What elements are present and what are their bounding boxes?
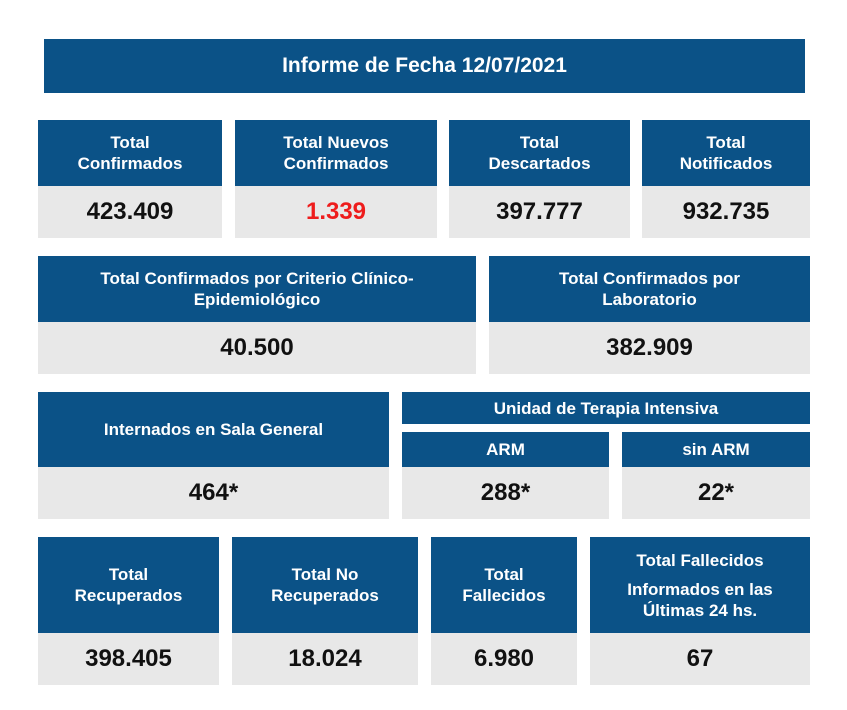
card-value: 288* <box>402 467 609 519</box>
card-label: Recuperados <box>74 586 183 605</box>
card-header: Unidad de Terapia Intensiva <box>402 392 810 424</box>
card-label: Recuperados <box>271 586 379 605</box>
card-value: 6.980 <box>431 633 577 685</box>
card-confirmados-laboratorio: Total Confirmados por Laboratorio 382.90… <box>489 256 810 374</box>
card-arm: ARM 288* <box>402 432 609 519</box>
card-header: Total No Recuperados <box>232 537 418 633</box>
card-label: Epidemiológico <box>193 290 321 309</box>
card-label: Total <box>484 565 524 584</box>
card-label: Notificados <box>679 154 773 173</box>
card-total-confirmados: Total Confirmados 423.409 <box>38 120 222 238</box>
card-value: 67 <box>590 633 810 685</box>
card-header: sin ARM <box>622 432 810 467</box>
card-label: Fallecidos <box>462 586 546 605</box>
card-header: Total Descartados <box>449 120 630 186</box>
card-label: Total Fallecidos <box>636 550 764 570</box>
card-label: Total <box>110 133 150 152</box>
card-label: sin ARM <box>682 440 750 459</box>
card-header: ARM <box>402 432 609 467</box>
card-header: Total Nuevos Confirmados <box>235 120 437 186</box>
card-value: 382.909 <box>489 322 810 374</box>
card-header: Total Fallecidos <box>431 537 577 633</box>
card-label: Internados en Sala General <box>103 420 324 439</box>
report-title: Informe de Fecha 12/07/2021 <box>44 39 805 93</box>
card-label: Total Nuevos <box>283 133 389 152</box>
card-value: 423.409 <box>38 186 222 238</box>
card-header: Total Notificados <box>642 120 810 186</box>
card-header: Total Confirmados <box>38 120 222 186</box>
uti-header: Unidad de Terapia Intensiva <box>402 392 810 424</box>
card-value: 398.405 <box>38 633 219 685</box>
card-label: Confirmados <box>77 154 183 173</box>
card-sin-arm: sin ARM 22* <box>622 432 810 519</box>
card-value: 397.777 <box>449 186 630 238</box>
card-header: Total Fallecidos Informados en las Últim… <box>590 537 810 633</box>
card-value: 40.500 <box>38 322 476 374</box>
card-header: Total Recuperados <box>38 537 219 633</box>
card-value: 464* <box>38 467 389 519</box>
card-confirmados-criterio-clinico: Total Confirmados por Criterio Clínico- … <box>38 256 476 374</box>
card-header: Total Confirmados por Laboratorio <box>489 256 810 322</box>
card-total-no-recuperados: Total No Recuperados 18.024 <box>232 537 418 685</box>
card-label: Total <box>108 565 149 584</box>
card-label: Total Confirmados por <box>558 269 740 288</box>
card-label: Descartados <box>488 154 591 173</box>
card-value: 18.024 <box>232 633 418 685</box>
card-label: Total Confirmados por Criterio Clínico- <box>100 269 414 288</box>
card-fallecidos-ultimas-24hs: Total Fallecidos Informados en las Últim… <box>590 537 810 685</box>
card-label: Últimas 24 hs. <box>642 600 758 620</box>
card-label: Confirmados <box>283 154 389 173</box>
card-header: Internados en Sala General <box>38 392 389 467</box>
card-total-descartados: Total Descartados 397.777 <box>449 120 630 238</box>
card-label: Laboratorio <box>602 290 697 309</box>
card-label: Total <box>519 133 560 152</box>
card-value: 22* <box>622 467 810 519</box>
card-header: Total Confirmados por Criterio Clínico- … <box>38 256 476 322</box>
card-total-nuevos-confirmados: Total Nuevos Confirmados 1.339 <box>235 120 437 238</box>
card-total-recuperados: Total Recuperados 398.405 <box>38 537 219 685</box>
card-total-notificados: Total Notificados 932.735 <box>642 120 810 238</box>
card-label: Total No <box>291 565 359 584</box>
card-total-fallecidos: Total Fallecidos 6.980 <box>431 537 577 685</box>
card-label: Total <box>706 133 746 152</box>
card-label: ARM <box>486 440 525 459</box>
card-value: 932.735 <box>642 186 810 238</box>
card-label: Informados en las <box>627 579 773 599</box>
card-label: Unidad de Terapia Intensiva <box>493 398 719 418</box>
card-internados-sala-general: Internados en Sala General 464* <box>38 392 389 519</box>
card-value: 1.339 <box>235 186 437 238</box>
